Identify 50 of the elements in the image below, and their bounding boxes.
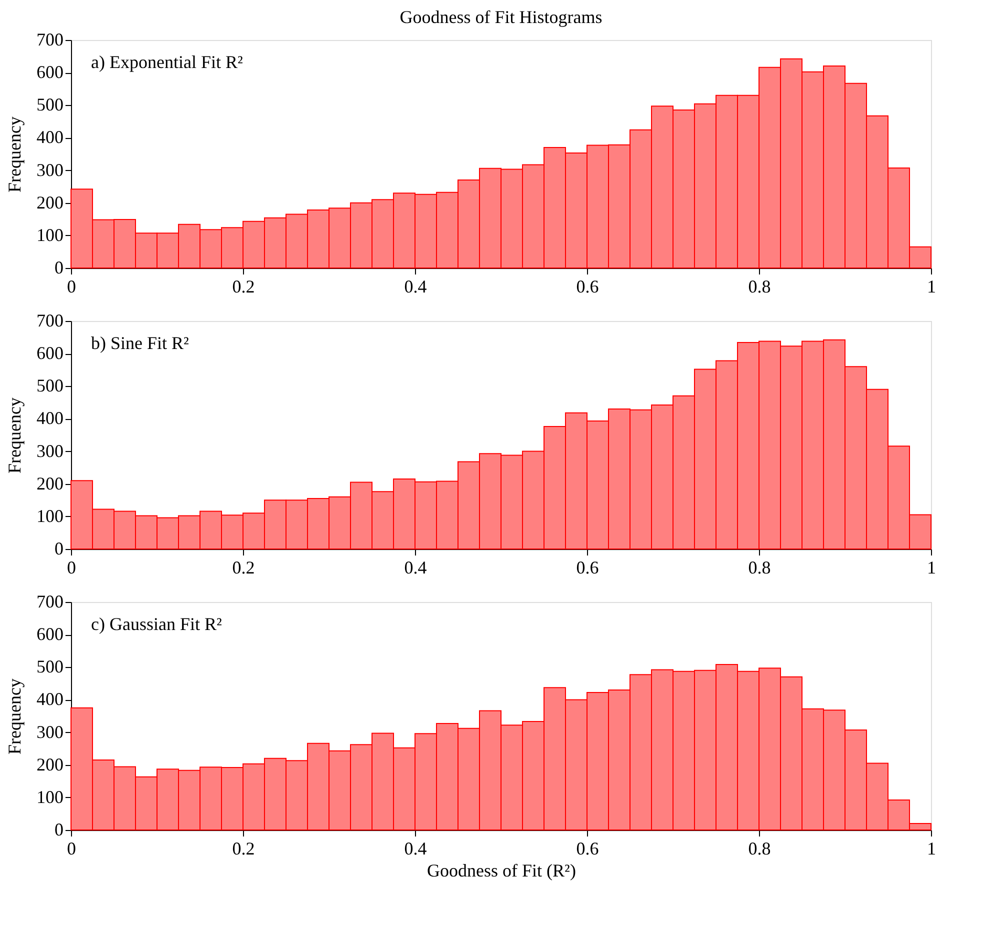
x-tick-label: 0.4	[404, 838, 427, 858]
y-tick-label: 100	[36, 506, 64, 526]
annotation: b) Sine Fit R²	[91, 333, 189, 353]
y-tick-label: 200	[36, 754, 64, 774]
y-tick-label: 500	[36, 656, 64, 677]
y-tick-label: 600	[36, 343, 64, 364]
y-tick-label: 600	[36, 624, 64, 644]
x-tick-label: 0.8	[748, 276, 771, 296]
x-tick-label: 0.6	[576, 558, 599, 578]
y-axis-title: Frequency	[4, 398, 24, 474]
y-tick-label: 400	[36, 408, 64, 428]
x-tick-label: 0.6	[576, 276, 599, 296]
x-tick-label: 0.8	[748, 838, 771, 858]
x-tick-label: 0.6	[576, 838, 599, 858]
y-tick-label: 0	[54, 820, 64, 840]
x-tick-label: 0.2	[232, 276, 255, 296]
y-tick-label: 300	[36, 440, 64, 461]
y-tick-label: 400	[36, 689, 64, 710]
x-tick-label: 1	[927, 558, 936, 578]
y-tick-label: 200	[36, 192, 64, 212]
y-axis-title: Frequency	[4, 116, 24, 192]
y-tick-label: 100	[36, 786, 64, 807]
y-tick-label: 700	[36, 310, 64, 330]
annotation: c) Gaussian Fit R²	[91, 614, 222, 634]
x-tick-label: 0	[67, 838, 76, 858]
annotation: a) Exponential Fit R²	[91, 52, 243, 72]
y-tick-label: 500	[36, 376, 64, 396]
y-tick-label: 400	[36, 127, 64, 148]
x-tick-label: 0.2	[232, 558, 255, 578]
y-tick-label: 100	[36, 224, 64, 245]
y-tick-label: 700	[36, 30, 64, 50]
x-axis-title: Goodness of Fit (R²)	[427, 860, 576, 880]
y-tick-label: 200	[36, 473, 64, 494]
y-tick-label: 300	[36, 722, 64, 742]
y-tick-label: 600	[36, 62, 64, 82]
x-tick-label: 1	[927, 276, 936, 296]
y-tick-label: 0	[54, 538, 64, 558]
x-tick-label: 0.4	[404, 558, 427, 578]
y-tick-label: 300	[36, 160, 64, 180]
y-tick-label: 700	[36, 592, 64, 612]
y-tick-label: 500	[36, 94, 64, 115]
x-tick-label: 0.2	[232, 838, 255, 858]
x-tick-label: 1	[927, 838, 936, 858]
x-tick-label: 0	[67, 276, 76, 296]
chart-title: Goodness of Fit Histograms	[400, 7, 602, 27]
y-axis-title: Frequency	[4, 678, 24, 754]
x-tick-label: 0.4	[404, 276, 427, 296]
y-tick-label: 0	[54, 258, 64, 278]
x-tick-label: 0.8	[748, 558, 771, 578]
x-tick-label: 0	[67, 558, 76, 578]
